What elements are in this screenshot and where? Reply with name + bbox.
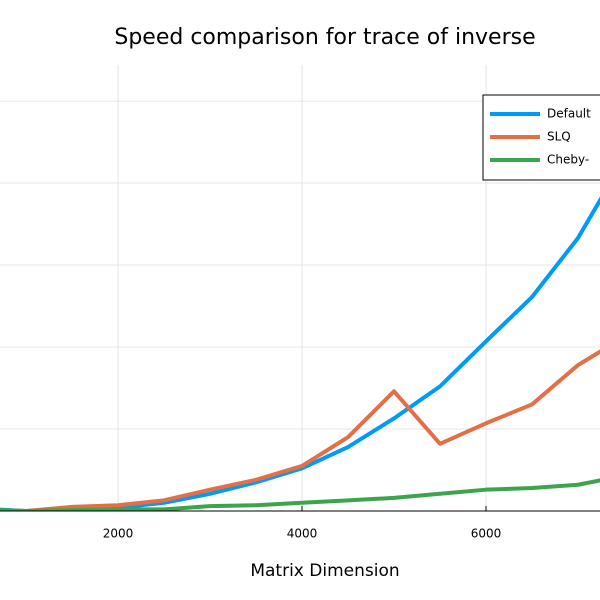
x-axis-label: Matrix Dimension — [250, 561, 399, 581]
x-tick-label: 6000 — [471, 527, 502, 541]
series-line — [0, 349, 600, 511]
plot-area — [0, 196, 600, 511]
legend-label: Cheby- — [547, 153, 589, 167]
x-tick-label: 4000 — [287, 527, 318, 541]
legend: Default SLQ Cheby- — [482, 94, 600, 181]
series-line — [0, 196, 600, 511]
x-tick-label: 2000 — [103, 527, 134, 541]
series-line — [0, 478, 600, 511]
legend-label: Default — [547, 107, 591, 121]
legend-label: SLQ — [547, 130, 571, 144]
chart-title: Speed comparison for trace of inverse — [114, 25, 535, 50]
